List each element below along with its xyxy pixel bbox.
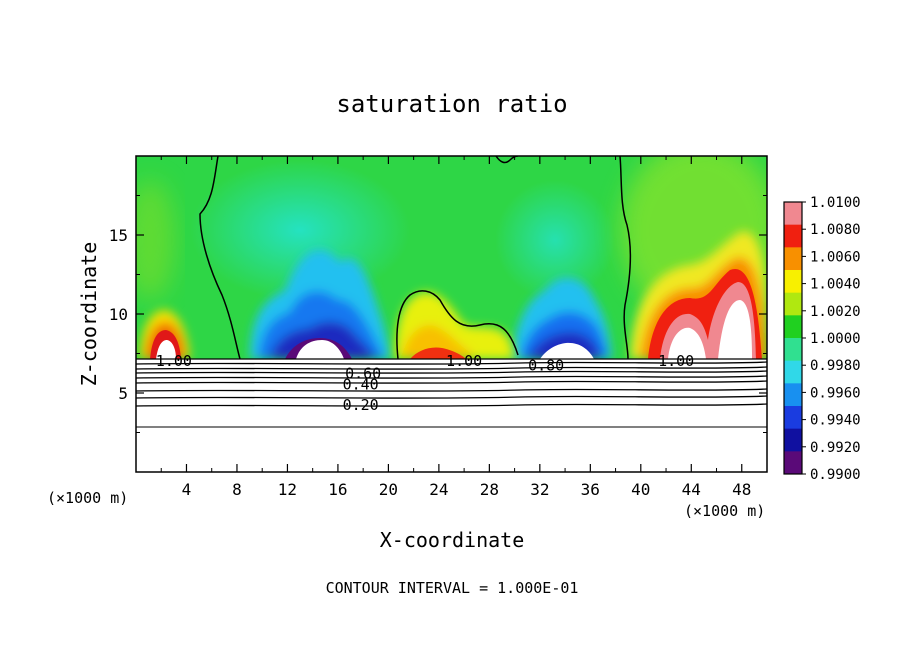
colorbar-label: 1.0020 <box>810 304 861 320</box>
x-axis-label: X-coordinate <box>380 528 525 552</box>
contour-interval-note: CONTOUR INTERVAL = 1.000E-01 <box>326 579 579 597</box>
colorbar-label: 1.0080 <box>810 222 861 238</box>
x-tick-label: 8 <box>232 480 242 499</box>
x-unit-left: (×1000 m) <box>47 489 128 507</box>
colorbar-label: 0.9900 <box>810 467 861 483</box>
colorbar-swatch <box>784 360 802 384</box>
colorbar-swatch <box>784 224 802 248</box>
contour-label: 1.00 <box>658 352 694 370</box>
lower-contours <box>136 358 767 428</box>
colorbar-swatch <box>784 202 802 226</box>
colorbar-label: 1.0100 <box>810 195 861 211</box>
x-unit-right: (×1000 m) <box>684 502 765 520</box>
colorbar-swatch <box>784 451 802 475</box>
colorbar-swatch <box>784 338 802 362</box>
colorbar-label: 0.9920 <box>810 440 861 456</box>
colorbar-swatch <box>784 247 802 271</box>
colorbar-label: 0.9940 <box>810 413 861 429</box>
colorbar-label: 1.0040 <box>810 277 861 293</box>
colorbar-swatch <box>784 315 802 339</box>
colorbar-swatch <box>784 292 802 316</box>
x-tick-label: 20 <box>379 480 398 499</box>
colorbar-label: 0.9980 <box>810 358 861 374</box>
x-tick-label: 32 <box>530 480 549 499</box>
colorbar-swatch <box>784 406 802 430</box>
x-tick-label: 36 <box>581 480 600 499</box>
x-tick-label: 40 <box>631 480 650 499</box>
contour-label: 0.60 <box>345 364 381 382</box>
colorbar: 0.9900 0.9920 0.9940 0.9960 0.9980 1.0000 1.00… <box>783 195 861 483</box>
contour-label: 1.00 <box>446 352 482 370</box>
colorbar-label: 1.0000 <box>810 331 861 347</box>
x-tick-label: 44 <box>682 480 701 499</box>
y-tick-label: 10 <box>109 305 128 324</box>
chart-title: saturation ratio <box>336 90 567 118</box>
x-tick-label: 12 <box>278 480 297 499</box>
contour-labels: 1.00 0.600.40 0.20 1.00 0.80 1.00 <box>156 352 694 414</box>
y-axis-ticks: 5 10 15 <box>109 195 767 433</box>
contour-label: 0.20 <box>343 396 379 414</box>
y-axis-label: Z-coordinate <box>77 242 101 387</box>
heatmap-field <box>136 156 767 359</box>
y-tick-label: 5 <box>118 384 128 403</box>
contour-label: 0.40 <box>343 376 379 394</box>
contour-label: 0.80 <box>528 357 564 375</box>
x-tick-label: 24 <box>429 480 448 499</box>
contour-label: 1.00 <box>156 352 192 370</box>
y-tick-label: 15 <box>109 226 128 245</box>
colorbar-swatch <box>784 428 802 452</box>
x-tick-label: 48 <box>732 480 751 499</box>
colorbar-swatch <box>784 270 802 294</box>
x-tick-label: 4 <box>182 480 192 499</box>
x-axis-ticks: 4 8 12 16 20 24 28 32 36 40 44 48 <box>160 156 751 499</box>
colorbar-swatch <box>784 383 802 407</box>
colorbar-label: 0.9960 <box>810 385 861 401</box>
colorbar-label: 1.0060 <box>810 249 861 265</box>
x-tick-label: 16 <box>328 480 347 499</box>
x-tick-label: 28 <box>480 480 499 499</box>
